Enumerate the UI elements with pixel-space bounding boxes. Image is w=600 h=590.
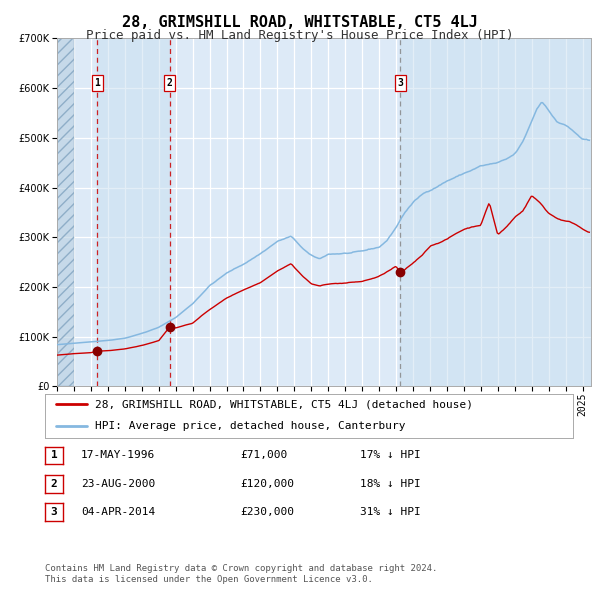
Text: £120,000: £120,000 [240,479,294,489]
Text: 2: 2 [50,479,58,489]
Text: 28, GRIMSHILL ROAD, WHITSTABLE, CT5 4LJ: 28, GRIMSHILL ROAD, WHITSTABLE, CT5 4LJ [122,15,478,30]
Bar [57,38,74,386]
Text: 3: 3 [398,78,403,88]
Text: 1: 1 [94,78,100,88]
Text: 2: 2 [167,78,173,88]
Text: 28, GRIMSHILL ROAD, WHITSTABLE, CT5 4LJ (detached house): 28, GRIMSHILL ROAD, WHITSTABLE, CT5 4LJ … [95,399,473,409]
Text: 18% ↓ HPI: 18% ↓ HPI [360,479,421,489]
Text: 23-AUG-2000: 23-AUG-2000 [81,479,155,489]
Text: 04-APR-2014: 04-APR-2014 [81,507,155,517]
Text: 1: 1 [50,451,58,460]
Text: 17% ↓ HPI: 17% ↓ HPI [360,451,421,460]
Text: 31% ↓ HPI: 31% ↓ HPI [360,507,421,517]
Bar [97,38,170,386]
Text: Contains HM Land Registry data © Crown copyright and database right 2024.: Contains HM Land Registry data © Crown c… [45,565,437,573]
Text: This data is licensed under the Open Government Licence v3.0.: This data is licensed under the Open Gov… [45,575,373,584]
Bar [400,38,591,386]
Text: 3: 3 [50,507,58,517]
Text: 17-MAY-1996: 17-MAY-1996 [81,451,155,460]
Text: £230,000: £230,000 [240,507,294,517]
Text: £71,000: £71,000 [240,451,287,460]
Text: HPI: Average price, detached house, Canterbury: HPI: Average price, detached house, Cant… [95,421,406,431]
Bar [57,38,74,386]
Text: Price paid vs. HM Land Registry's House Price Index (HPI): Price paid vs. HM Land Registry's House … [86,30,514,42]
